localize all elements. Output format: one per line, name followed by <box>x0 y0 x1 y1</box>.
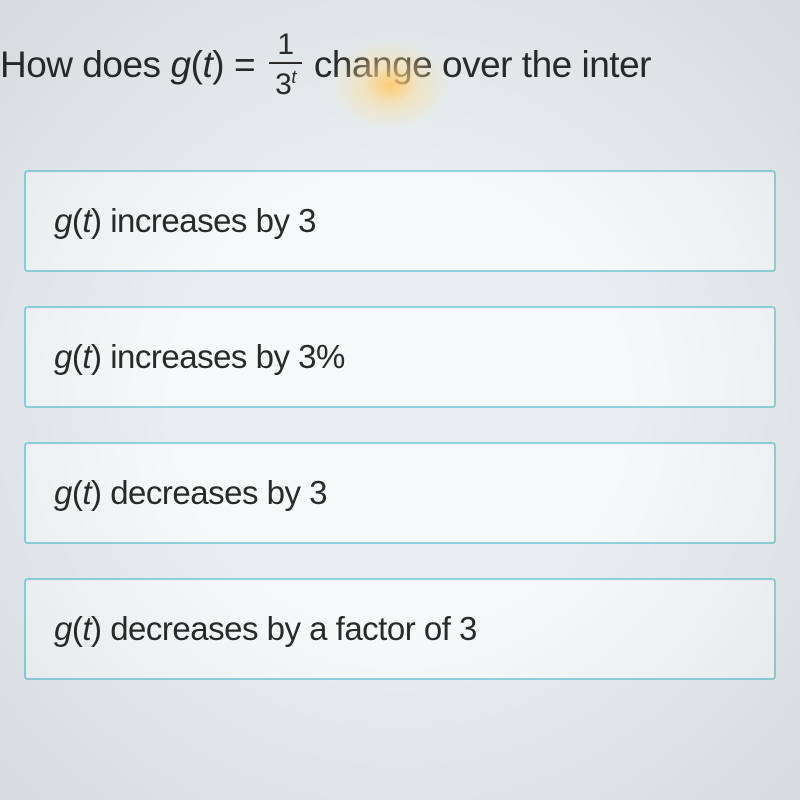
option-text: decreases by a factor of 3 <box>102 610 477 647</box>
option-func: g <box>54 202 72 239</box>
option-arg: t <box>82 474 91 511</box>
question-pre-text: How does <box>0 44 161 86</box>
fraction-numerator: 1 <box>271 30 299 62</box>
option-func: g <box>54 338 72 375</box>
fraction: 1 3t <box>269 30 302 100</box>
fraction-denominator: 3t <box>269 62 302 100</box>
option-func: g <box>54 474 72 511</box>
option-func: g <box>54 610 72 647</box>
option-c[interactable]: g(t) decreases by 3 <box>24 442 776 544</box>
options-list: g(t) increases by 3 g(t) increases by 3%… <box>0 170 800 680</box>
option-arg: t <box>82 202 91 239</box>
option-arg: t <box>82 610 91 647</box>
option-text: increases by 3% <box>102 338 345 375</box>
option-b[interactable]: g(t) increases by 3% <box>24 306 776 408</box>
option-text: increases by 3 <box>102 202 316 239</box>
func-letter: g <box>171 44 191 85</box>
question-post-text: change over the inter <box>314 44 651 86</box>
equals-sign: = <box>234 44 255 86</box>
option-text: decreases by 3 <box>102 474 327 511</box>
option-d[interactable]: g(t) decreases by a factor of 3 <box>24 578 776 680</box>
option-a[interactable]: g(t) increases by 3 <box>24 170 776 272</box>
fraction-den-base: 3 <box>275 68 291 101</box>
question-prompt: How does g(t) = 1 3t change over the int… <box>0 0 800 100</box>
fraction-den-exp: t <box>291 67 296 87</box>
option-arg: t <box>82 338 91 375</box>
func-arg: t <box>202 44 212 85</box>
question-function: g(t) <box>171 44 225 86</box>
